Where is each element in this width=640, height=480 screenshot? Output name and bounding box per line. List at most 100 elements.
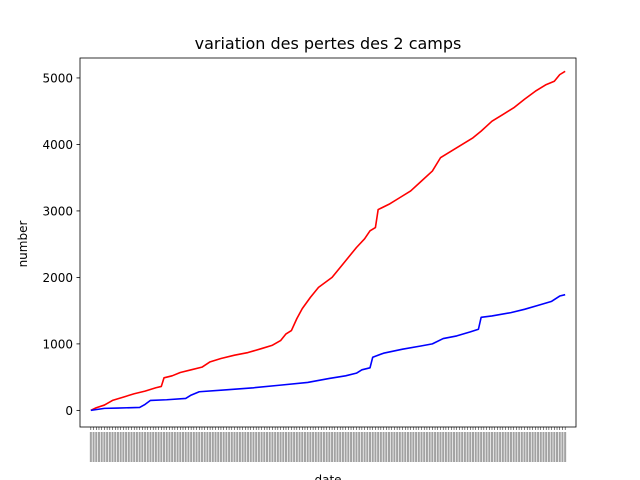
x-tick-label (233, 432, 236, 462)
x-tick-label (95, 432, 98, 462)
x-tick-label (173, 432, 176, 462)
x-tick-label (209, 432, 212, 462)
x-tick-label (542, 432, 545, 462)
x-tick-label (428, 432, 431, 462)
x-tick-label (531, 432, 534, 462)
y-tick-label: 4000 (42, 138, 73, 152)
x-tick-label (241, 432, 244, 462)
x-tick-label (125, 432, 128, 462)
x-tick-label (550, 432, 553, 462)
x-tick-label (146, 432, 149, 462)
x-tick-label (336, 432, 339, 462)
x-tick-label (352, 432, 355, 462)
x-tick-label (187, 432, 190, 462)
x-tick-label (504, 432, 507, 462)
x-tick-label (200, 432, 203, 462)
x-axis (89, 427, 567, 462)
x-tick-label (284, 432, 287, 462)
chart-title: variation des pertes des 2 camps (195, 34, 462, 53)
x-tick-label (165, 432, 168, 462)
x-tick-label (477, 432, 480, 462)
x-tick-label (106, 432, 109, 462)
x-tick-label (493, 432, 496, 462)
x-tick-label (168, 432, 171, 462)
x-tick-label (398, 432, 401, 462)
x-tick-label (412, 432, 415, 462)
x-tick-label (485, 432, 488, 462)
x-tick-label (198, 432, 201, 462)
x-tick-label (417, 432, 420, 462)
x-tick-label (520, 432, 523, 462)
series-line-1 (90, 70, 566, 412)
x-tick-label (152, 432, 155, 462)
x-tick-label (260, 432, 263, 462)
x-tick-label (290, 432, 293, 462)
x-tick-label (89, 432, 92, 462)
x-tick-label (420, 432, 423, 462)
y-tick-label: 2000 (42, 271, 73, 285)
x-tick-label (130, 432, 133, 462)
x-tick-label (404, 432, 407, 462)
x-tick-label (425, 432, 428, 462)
x-tick-label (135, 432, 138, 462)
x-tick-label (482, 432, 485, 462)
x-tick-label (553, 432, 556, 462)
x-tick-label (385, 432, 388, 462)
x-tick-label (154, 432, 157, 462)
x-tick-label (490, 432, 493, 462)
x-tick-label (393, 432, 396, 462)
x-tick-label (144, 432, 147, 462)
x-tick-label (461, 432, 464, 462)
x-tick-label (257, 432, 260, 462)
x-tick-label (382, 432, 385, 462)
x-tick-label (274, 432, 277, 462)
x-tick-label (480, 432, 483, 462)
x-tick-label (396, 432, 399, 462)
x-tick-label (236, 432, 239, 462)
x-tick-label (108, 432, 111, 462)
x-tick-label (534, 432, 537, 462)
x-tick-label (228, 432, 231, 462)
series-group (90, 70, 566, 412)
x-tick-label (266, 432, 269, 462)
x-tick-label (149, 432, 152, 462)
x-tick-label (293, 432, 296, 462)
x-axis-label: date (314, 473, 341, 480)
x-tick-label (496, 432, 499, 462)
x-tick-label (350, 432, 353, 462)
x-tick-label (512, 432, 515, 462)
plot-frame (79, 57, 577, 428)
y-tick-label: 5000 (42, 71, 73, 85)
x-tick-label (160, 432, 163, 462)
x-tick-label (138, 432, 141, 462)
x-tick-label (369, 432, 372, 462)
x-tick-label (133, 432, 136, 462)
x-tick-label (298, 432, 301, 462)
x-tick-label (190, 432, 193, 462)
x-tick-label (331, 432, 334, 462)
x-tick-label (287, 432, 290, 462)
x-tick-label (192, 432, 195, 462)
x-tick-label (374, 432, 377, 462)
x-tick-label (100, 432, 103, 462)
x-tick-label (518, 432, 521, 462)
x-tick-label (325, 432, 328, 462)
x-tick-label (230, 432, 233, 462)
y-tick-label: 0 (65, 404, 73, 418)
x-tick-label (163, 432, 166, 462)
x-tick-label (171, 432, 174, 462)
x-tick-label (195, 432, 198, 462)
x-tick-label (379, 432, 382, 462)
x-tick-label (276, 432, 279, 462)
x-tick-label (547, 432, 550, 462)
x-tick-label (339, 432, 342, 462)
y-axis: 0 1000 2000 3000 4000 5000 (42, 71, 80, 418)
x-tick-label (453, 432, 456, 462)
x-tick-label (501, 432, 504, 462)
x-tick-label (317, 432, 320, 462)
x-tick-label (312, 432, 315, 462)
x-tick-label (279, 432, 282, 462)
x-tick-label (206, 432, 209, 462)
x-tick-label (439, 432, 442, 462)
